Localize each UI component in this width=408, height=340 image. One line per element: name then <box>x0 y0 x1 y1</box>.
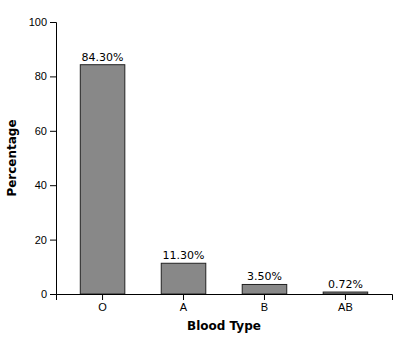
y-tick-label: 60 <box>35 125 47 137</box>
data-label: 0.72% <box>328 278 363 291</box>
y-tick-label: 0 <box>41 288 47 300</box>
y-tick-mark <box>50 185 56 186</box>
y-tick-label: 40 <box>35 179 47 191</box>
x-tick: AB <box>338 294 353 313</box>
y-tick-label: 80 <box>35 70 47 82</box>
x-tick-mark <box>183 294 184 300</box>
data-label: 84.30% <box>82 51 124 64</box>
plot: OABAB02040608010084.30%11.30%3.50%0.72% <box>29 16 393 313</box>
bar <box>242 284 287 294</box>
chart: OABAB02040608010084.30%11.30%3.50%0.72%B… <box>0 0 408 340</box>
data-label: 3.50% <box>247 270 282 283</box>
y-tick-mark <box>50 22 56 23</box>
x-tick: B <box>261 294 268 313</box>
x-tick-mark <box>102 294 103 300</box>
x-tick-mark <box>345 294 346 300</box>
x-tick: A <box>180 294 188 313</box>
y-tick-mark <box>50 240 56 241</box>
y-tick: 0 <box>41 288 56 300</box>
bar <box>161 263 206 294</box>
y-tick-label: 20 <box>35 234 47 246</box>
y-tick: 60 <box>35 125 56 137</box>
y-axis: 0 20 40 60 80 100 <box>29 16 57 300</box>
y-tick-mark <box>50 294 56 295</box>
x-tick-label: AB <box>338 301 353 313</box>
y-axis-line <box>50 23 57 295</box>
x-axis-title: Blood Type <box>187 319 261 333</box>
bar <box>80 65 125 294</box>
x-tick-label: B <box>261 301 268 313</box>
y-tick-mark <box>50 131 56 132</box>
data-labels: 84.30% 11.30% 3.50% 0.72% <box>82 51 363 291</box>
y-tick: 20 <box>35 234 56 246</box>
bars <box>80 65 367 294</box>
y-tick-mark <box>50 76 56 77</box>
y-tick-label: 100 <box>29 16 47 28</box>
bar <box>323 292 368 294</box>
x-tick-label: O <box>98 301 107 313</box>
data-label: 11.30% <box>163 249 205 262</box>
x-tick-label: A <box>180 301 188 313</box>
x-tick: O <box>98 294 107 313</box>
x-tick-mark <box>264 294 265 300</box>
y-axis-title: Percentage <box>5 119 19 196</box>
x-axis-line <box>57 295 393 301</box>
x-axis: OABAB <box>57 294 393 313</box>
y-tick: 100 <box>29 16 56 28</box>
y-tick: 40 <box>35 179 56 191</box>
y-tick: 80 <box>35 70 56 82</box>
